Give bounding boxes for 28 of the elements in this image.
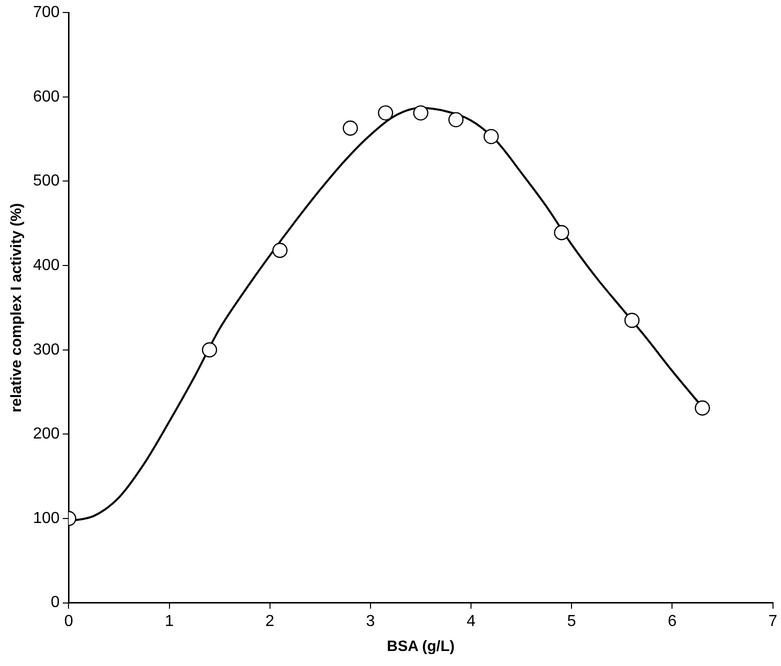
x-tick-label: 6 <box>668 612 677 630</box>
point <box>554 225 570 240</box>
y-tick-label: 700 <box>32 4 60 22</box>
point <box>624 312 640 328</box>
x-tick-label: 0 <box>64 612 74 630</box>
x-axis-title: BSA (g/L) <box>386 638 455 656</box>
point <box>342 120 358 136</box>
point <box>448 112 464 128</box>
y-tick-label: 200 <box>32 426 60 443</box>
point <box>694 400 710 416</box>
x-tick-label: 3 <box>366 612 375 630</box>
point <box>484 128 499 144</box>
point <box>272 242 288 258</box>
x-tick-label: 7 <box>768 612 778 630</box>
y-tick-label: 600 <box>32 88 60 106</box>
y-tick-label: 300 <box>32 341 60 358</box>
point <box>413 105 428 121</box>
y-tick-label: 500 <box>32 172 60 190</box>
y-axis-title: relative complex I activity (%) <box>8 203 26 412</box>
y-tick-label: 100 <box>32 510 60 527</box>
point <box>378 105 394 121</box>
x-tick-label: 5 <box>567 612 576 630</box>
x-tick-label: 2 <box>265 612 274 630</box>
y-tick-label: 0 <box>50 594 60 612</box>
y-tick-label: 400 <box>32 256 60 274</box>
point <box>202 342 218 358</box>
x-tick-label: 1 <box>164 612 174 630</box>
x-tick-label: 4 <box>466 612 476 630</box>
